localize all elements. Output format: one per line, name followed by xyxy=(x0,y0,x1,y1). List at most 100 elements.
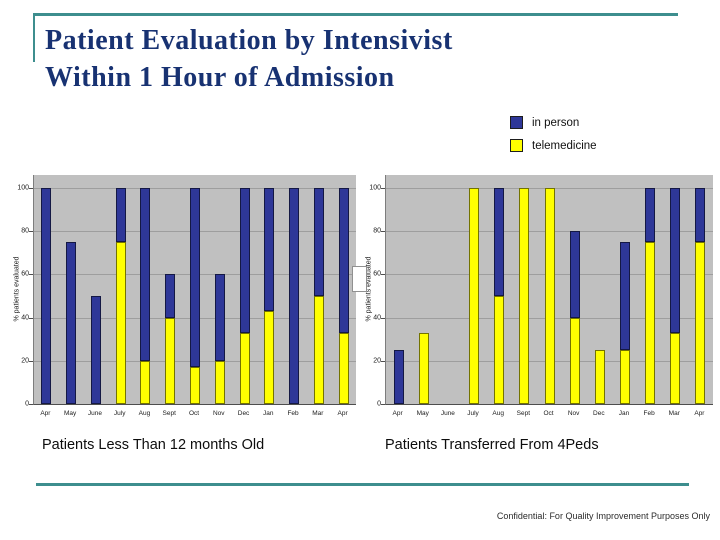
bar-segment-in-person xyxy=(41,188,52,404)
x-tick-label: Apr xyxy=(40,410,51,417)
right-chart-caption: Patients Transferred From 4Peds xyxy=(385,437,599,453)
y-tick-mark xyxy=(381,231,385,233)
bottom-divider-line xyxy=(36,483,689,486)
y-axis-tick-labels: 0 20 40 60 80 100 xyxy=(8,175,31,408)
x-tick-label: Apr xyxy=(337,410,348,417)
x-tick-label: Jan xyxy=(263,410,274,417)
x-tick-label: Oct xyxy=(543,410,554,417)
legend-item-telemedicine: telemedicine xyxy=(510,139,597,152)
bar-segment-in-person xyxy=(338,188,349,333)
x-tick-label: July xyxy=(467,410,479,417)
x-tick-label: Sept xyxy=(162,410,176,417)
y-tick-label: 60 xyxy=(373,270,381,278)
x-tick-label: Sept xyxy=(516,410,531,417)
bar-segment-telemedicine xyxy=(165,317,176,404)
bar-segment-telemedicine xyxy=(418,332,429,404)
y-tick-label: 40 xyxy=(373,314,381,322)
y-tick-mark xyxy=(29,360,33,362)
bar-segment-telemedicine xyxy=(214,360,225,404)
y-tick-label: 0 xyxy=(377,400,381,408)
bar-segment-in-person xyxy=(695,188,706,242)
y-tick-label: 60 xyxy=(21,270,29,278)
bar-segment-in-person xyxy=(264,188,275,312)
y-tick-mark xyxy=(29,317,33,319)
bar-segment-telemedicine xyxy=(519,188,530,404)
bar-segment-telemedicine xyxy=(695,242,706,404)
y-tick-mark xyxy=(381,317,385,319)
chart-patients-under-12-months: % patients evaluated 0 20 40 60 80 100 Apr May… xyxy=(8,172,360,424)
legend-label-in-person: in person xyxy=(532,116,580,129)
top-accent-line xyxy=(33,13,678,16)
y-tick-label: 80 xyxy=(373,227,381,235)
x-tick-label: Feb xyxy=(643,410,655,417)
bar-segment-in-person xyxy=(214,274,225,361)
bar-segment-in-person xyxy=(289,188,300,404)
y-tick-mark xyxy=(381,360,385,362)
y-tick-label: 100 xyxy=(369,184,381,192)
title-accent-line xyxy=(33,13,35,62)
x-axis-labels: Apr May June July Aug Sept Oct Nov Dec Jan Feb Mar A… xyxy=(385,410,712,422)
bar-segment-telemedicine xyxy=(264,311,275,404)
y-tick-mark xyxy=(29,404,33,405)
x-tick-label: May xyxy=(64,410,77,417)
bar-segment-in-person xyxy=(115,188,126,242)
slide-title: Patient Evaluation by Intensivist Within … xyxy=(45,22,665,96)
plot-area xyxy=(381,175,713,405)
y-tick-label: 100 xyxy=(17,184,29,192)
in-person-swatch xyxy=(510,116,523,129)
legend-label-telemedicine: telemedicine xyxy=(532,139,597,152)
title-line-2: Within 1 Hour of Admission xyxy=(45,62,395,94)
empty-textbox-artifact xyxy=(352,266,367,292)
bar-segment-telemedicine xyxy=(670,332,681,404)
bar-segment-in-person xyxy=(165,274,176,318)
y-tick-mark xyxy=(29,188,33,189)
x-tick-label: Dec xyxy=(593,410,605,417)
x-tick-label: Mar xyxy=(668,410,680,417)
bar-segment-in-person xyxy=(66,242,77,404)
plot-area xyxy=(29,175,356,405)
y-tick-label: 0 xyxy=(25,400,29,408)
x-tick-label: Aug xyxy=(138,410,151,417)
x-tick-label: Nov xyxy=(212,410,225,417)
x-tick-label: Oct xyxy=(188,410,200,417)
bar-segment-in-person xyxy=(190,188,200,368)
bar-segment-in-person xyxy=(645,188,656,242)
bar-segment-in-person xyxy=(90,296,101,404)
y-tick-mark xyxy=(381,404,385,405)
x-tick-label: May xyxy=(416,410,429,417)
bar-segment-telemedicine xyxy=(645,242,656,404)
y-tick-label: 20 xyxy=(373,357,381,365)
bar-segment-telemedicine xyxy=(544,188,555,404)
bar-segment-telemedicine xyxy=(594,350,605,404)
bar-segment-in-person xyxy=(494,188,505,296)
bar-segment-telemedicine xyxy=(619,350,630,404)
telemedicine-swatch xyxy=(510,139,523,152)
y-tick-mark xyxy=(29,274,33,276)
legend-item-in-person: in person xyxy=(510,116,597,129)
bar-segment-telemedicine xyxy=(469,188,480,404)
y-tick-mark xyxy=(381,274,385,276)
y-tick-label: 80 xyxy=(21,227,29,235)
left-chart-caption: Patients Less Than 12 months Old xyxy=(42,437,265,453)
bar-segment-telemedicine xyxy=(239,332,250,404)
x-tick-label: June xyxy=(87,410,102,417)
x-tick-label: Apr xyxy=(694,410,705,417)
bar-segment-in-person xyxy=(670,188,681,333)
bar-segment-telemedicine xyxy=(338,332,349,404)
y-tick-label: 20 xyxy=(21,357,29,365)
footer-confidential: Confidential: For Quality Improvement Pu… xyxy=(496,511,710,521)
y-axis-tick-labels: 0 20 40 60 80 100 xyxy=(360,175,383,408)
x-axis-labels: Apr May June July Aug Sept Oct Nov Dec Jan Feb Mar A… xyxy=(33,410,355,422)
chart-patients-transferred-4peds: % patients evaluated 0 20 40 60 80 100 Apr May… xyxy=(360,172,718,424)
x-tick-label: Mar xyxy=(312,410,324,417)
bar-segment-in-person xyxy=(140,188,151,361)
bar-segment-telemedicine xyxy=(190,367,200,404)
x-tick-label: Jan xyxy=(618,410,630,417)
x-tick-label: Dec xyxy=(237,410,250,417)
bar-segment-in-person xyxy=(393,350,404,404)
bar-segment-in-person xyxy=(313,188,324,296)
x-tick-label: June xyxy=(440,410,455,417)
x-tick-label: Aug xyxy=(492,410,504,417)
x-tick-label: July xyxy=(113,410,126,417)
y-tick-mark xyxy=(381,188,385,189)
